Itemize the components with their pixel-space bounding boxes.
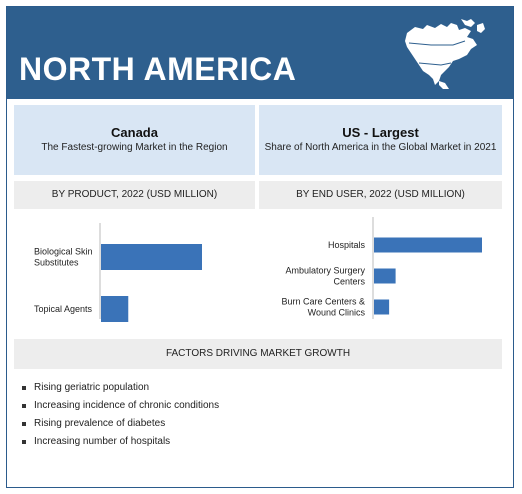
us-heading: US - Largest [342, 125, 419, 140]
bullet-icon [22, 440, 26, 444]
category-label: Ambulatory Surgery Centers [285, 266, 365, 287]
factor-item: Increasing number of hospitals [22, 433, 219, 451]
by-product-section-title: BY PRODUCT, 2022 (USD MILLION) [14, 181, 255, 209]
bullet-icon [22, 386, 26, 390]
category-label-line: Burn Care Centers & [281, 297, 365, 307]
region-title: NORTH AMERICA [19, 51, 297, 87]
category-label: Burn Care Centers & Wound Clinics [281, 297, 365, 318]
bar-ambulatory-surgery-centers [374, 268, 396, 284]
category-label-line: Hospitals [328, 240, 366, 250]
bar-burn-care-centers-wound-clinics [374, 299, 390, 315]
infographic-frame: NORTH AMERICA Canada The Fastest-growing… [6, 6, 514, 488]
bullet-icon [22, 404, 26, 408]
by-product-bar-chart: Biological Skin Substitutes Topical Agents [14, 217, 255, 325]
bar-biological-skin-substitutes [101, 244, 202, 270]
factors-section-title: FACTORS DRIVING MARKET GROWTH [14, 339, 502, 369]
category-label-line: Biological Skin [34, 247, 93, 257]
bar-topical-agents [101, 296, 129, 322]
category-label: Topical Agents [34, 304, 93, 314]
category-label: Hospitals [328, 240, 366, 250]
bar-hospitals [374, 237, 482, 253]
factor-item: Rising prevalence of diabetes [22, 415, 219, 433]
north-america-map-icon [405, 19, 485, 89]
factors-list: Rising geriatric population Increasing i… [22, 379, 219, 451]
category-label-line: Topical Agents [34, 304, 93, 314]
category-label-line: Substitutes [34, 258, 79, 268]
canada-panel: Canada The Fastest-growing Market in the… [14, 105, 255, 175]
category-label-line: Centers [333, 277, 365, 287]
factor-item: Increasing incidence of chronic conditio… [22, 397, 219, 415]
canada-heading: Canada [111, 125, 158, 140]
by-end-user-section-title: BY END USER, 2022 (USD MILLION) [259, 181, 502, 209]
header-banner: NORTH AMERICA [7, 7, 513, 99]
factor-item: Rising geriatric population [22, 379, 219, 397]
category-label-line: Wound Clinics [308, 308, 366, 318]
us-subtext: Share of North America in the Global Mar… [264, 142, 497, 153]
canada-subtext: The Fastest-growing Market in the Region [41, 142, 228, 153]
by-end-user-bar-chart: Hospitals Ambulatory Surgery Centers Burn C… [259, 217, 502, 325]
bullet-icon [22, 422, 26, 426]
category-label: Biological Skin Substitutes [34, 247, 93, 268]
us-panel: US - Largest Share of North America in t… [259, 105, 502, 175]
category-label-line: Ambulatory Surgery [285, 266, 365, 276]
